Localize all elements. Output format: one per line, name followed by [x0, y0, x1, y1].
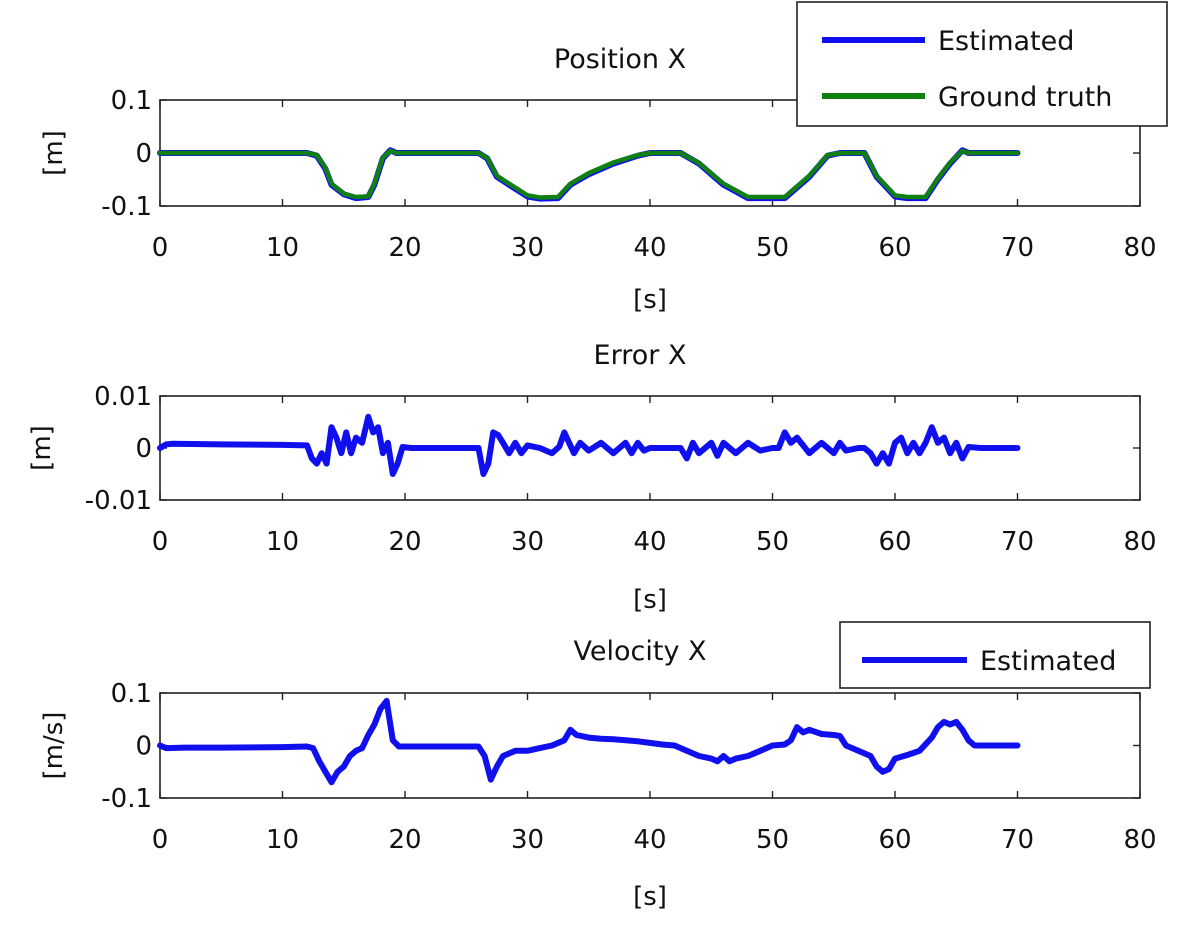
x-axis-label: [s] — [633, 585, 667, 615]
y-tick-label: 0.01 — [94, 382, 152, 412]
x-tick-label: 70 — [1001, 825, 1034, 855]
y-axis-label: [m] — [39, 130, 69, 176]
x-tick-label: 20 — [388, 233, 421, 263]
x-tick-label: 40 — [633, 527, 666, 557]
x-axis-label: [s] — [633, 882, 667, 912]
y-tick-label: -0.01 — [85, 486, 152, 516]
chart-title: Position X — [554, 44, 686, 75]
x-tick-label: 30 — [511, 233, 544, 263]
x-tick-label: 30 — [511, 825, 544, 855]
y-axis-label: [m/s] — [39, 712, 69, 780]
legend-label: Estimated — [980, 646, 1116, 677]
x-tick-label: 40 — [633, 233, 666, 263]
y-tick-label: 0 — [135, 139, 152, 169]
x-tick-label: 50 — [756, 825, 789, 855]
x-tick-label: 0 — [152, 527, 169, 557]
x-tick-label: 30 — [511, 527, 544, 557]
y-axis-label: [m] — [27, 425, 57, 471]
y-tick-label: 0.1 — [111, 679, 152, 709]
x-tick-label: 60 — [878, 527, 911, 557]
legend: Estimated Ground truth — [796, 1, 1168, 127]
x-tick-label: 10 — [266, 527, 299, 557]
y-tick-label: 0 — [135, 434, 152, 464]
x-axis-label: [s] — [633, 285, 667, 315]
y-tick-label: 0.1 — [111, 86, 152, 116]
legend-box — [839, 621, 1151, 689]
legend: Estimated — [839, 621, 1151, 689]
x-tick-label: 60 — [878, 825, 911, 855]
y-tick-label: 0 — [135, 732, 152, 762]
x-tick-label: 70 — [1001, 233, 1034, 263]
x-tick-label: 80 — [1123, 233, 1156, 263]
legend-label: Ground truth — [938, 82, 1112, 113]
legend-label: Estimated — [938, 26, 1074, 57]
y-tick-label: -0.1 — [101, 784, 152, 814]
x-tick-label: 10 — [266, 825, 299, 855]
x-tick-label: 50 — [756, 527, 789, 557]
x-tick-label: 20 — [388, 825, 421, 855]
legend-box — [796, 1, 1168, 127]
x-tick-label: 60 — [878, 233, 911, 263]
x-tick-label: 10 — [266, 233, 299, 263]
series-line-ground-truth — [157, 148, 1020, 200]
x-tick-label: 20 — [388, 527, 421, 557]
x-tick-label: 0 — [152, 233, 169, 263]
x-tick-label: 70 — [1001, 527, 1034, 557]
series-line-estimated — [157, 413, 1021, 477]
chart-title: Velocity X — [574, 636, 707, 667]
chart-title: Error X — [594, 340, 687, 371]
x-tick-label: 0 — [152, 825, 169, 855]
x-tick-label: 80 — [1123, 825, 1156, 855]
x-tick-label: 40 — [633, 825, 666, 855]
x-tick-label: 50 — [756, 233, 789, 263]
y-tick-label: -0.1 — [101, 192, 152, 222]
x-tick-label: 80 — [1123, 527, 1156, 557]
series-line-estimated — [157, 697, 1021, 786]
